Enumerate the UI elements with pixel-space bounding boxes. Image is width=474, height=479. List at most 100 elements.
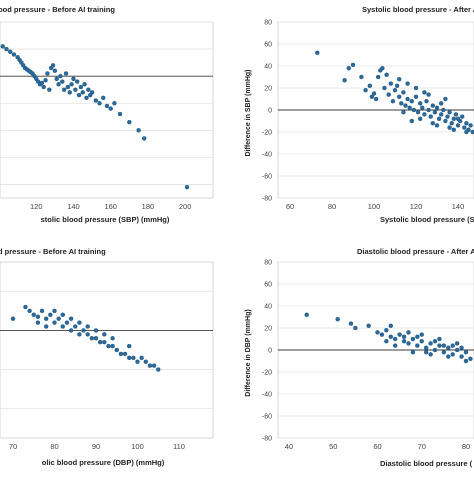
data-point <box>423 345 429 350</box>
data-point <box>407 105 412 111</box>
data-point <box>420 105 425 111</box>
data-point <box>388 81 393 86</box>
data-point <box>82 82 87 87</box>
y-tick-label: -20 <box>262 130 272 137</box>
data-point <box>45 71 50 76</box>
data-point <box>60 312 65 317</box>
plot-area <box>0 261 214 439</box>
y-axis-label: Difference in DBP (mmHg) <box>245 309 252 396</box>
y-tick-label: -60 <box>262 414 272 421</box>
data-point <box>126 343 132 349</box>
y-tick-label: 40 <box>264 304 272 311</box>
data-point <box>56 316 61 321</box>
data-point <box>439 101 444 106</box>
data-point <box>85 324 90 329</box>
data-point <box>50 63 56 68</box>
data-point <box>335 317 340 322</box>
x-tick-label: 140 <box>452 202 465 211</box>
data-point <box>52 68 58 73</box>
data-point <box>35 314 41 319</box>
data-point <box>184 184 190 190</box>
data-point <box>136 128 141 133</box>
data-point <box>386 92 391 97</box>
data-point <box>101 95 106 101</box>
y-tick-label: 60 <box>264 282 272 289</box>
data-point <box>68 316 74 321</box>
data-point <box>397 76 402 82</box>
y-tick-label: 20 <box>264 326 272 333</box>
data-point <box>415 343 420 348</box>
data-point <box>430 103 435 108</box>
data-point <box>375 330 380 335</box>
data-point <box>451 116 456 122</box>
data-point <box>401 334 407 339</box>
data-point <box>388 334 393 339</box>
data-point <box>409 118 414 124</box>
data-point <box>428 341 433 346</box>
x-tick-label: 100 <box>131 442 144 451</box>
x-tick-label: 90 <box>92 442 100 451</box>
data-point <box>401 90 406 95</box>
data-point <box>126 355 132 361</box>
y-tick-label: -40 <box>262 392 272 399</box>
data-point <box>89 336 95 341</box>
data-point <box>443 118 448 124</box>
data-point <box>468 356 473 361</box>
data-point <box>44 324 49 329</box>
data-point <box>78 84 84 90</box>
y-tick-label: -20 <box>262 370 272 377</box>
data-point <box>52 320 57 325</box>
x-tick-label: 140 <box>67 202 80 211</box>
data-point <box>139 355 144 361</box>
chart-title: Diastolic blood pressure - After A <box>357 247 474 256</box>
data-point <box>464 129 469 135</box>
data-point <box>350 62 356 68</box>
data-point <box>432 109 438 115</box>
data-point <box>77 320 82 325</box>
data-point <box>102 332 107 337</box>
data-point <box>401 339 407 344</box>
data-point <box>359 74 364 80</box>
data-point <box>67 90 72 95</box>
data-point <box>60 324 65 329</box>
y-tick-label: 80 <box>264 260 272 267</box>
x-axis-label: Diastolic blood pressure ( <box>380 459 473 468</box>
data-point <box>147 363 153 368</box>
chart-panel-top-right: 80 60 40 20 0 -20 -40 -60 -80 60 80 100 120 140 Systol… <box>245 5 474 224</box>
data-point <box>426 92 431 97</box>
y-tick-label: -80 <box>262 196 272 203</box>
data-point <box>392 87 398 93</box>
data-point <box>468 123 473 128</box>
data-point <box>406 330 411 335</box>
data-point <box>97 101 102 106</box>
data-point <box>437 336 442 342</box>
data-point <box>436 116 442 122</box>
data-point <box>409 98 414 104</box>
data-point <box>363 87 368 93</box>
data-point <box>418 101 423 106</box>
data-point <box>406 341 411 346</box>
data-point <box>463 350 469 355</box>
data-point <box>393 343 398 348</box>
data-point <box>462 125 467 130</box>
data-point <box>405 96 410 102</box>
data-point <box>353 325 358 331</box>
data-point <box>430 120 435 126</box>
data-point <box>0 44 5 49</box>
data-point <box>77 332 82 337</box>
data-point <box>141 136 147 141</box>
data-point <box>73 87 78 92</box>
data-point <box>127 119 132 125</box>
data-point <box>424 98 429 104</box>
data-point <box>394 83 400 89</box>
x-tick-label: 40 <box>285 442 293 451</box>
data-point <box>367 83 372 89</box>
data-point <box>69 82 74 87</box>
x-tick-label: 60 <box>373 442 381 451</box>
data-point <box>108 106 113 111</box>
data-point <box>443 96 448 102</box>
data-point <box>135 359 140 364</box>
data-point <box>399 101 404 106</box>
data-point <box>432 347 438 353</box>
